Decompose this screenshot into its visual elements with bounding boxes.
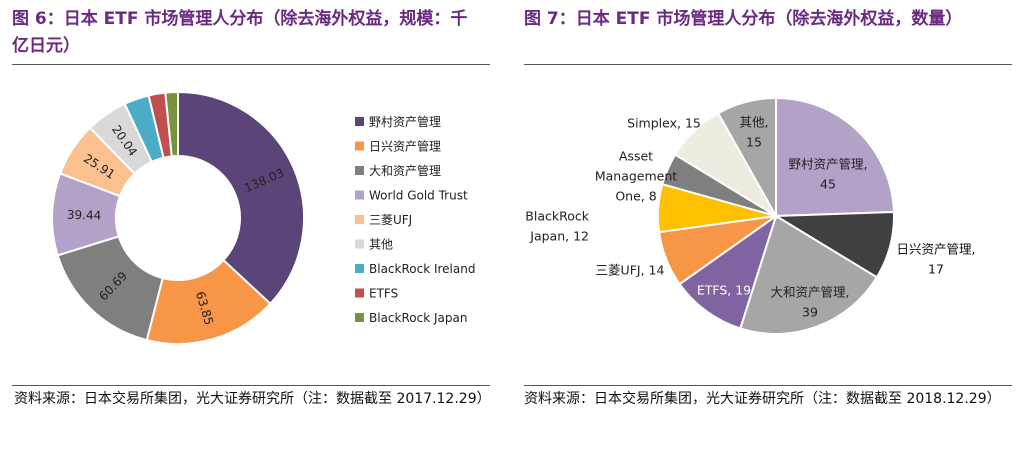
legend-label: 日兴资产管理 bbox=[369, 139, 441, 154]
legend-swatch bbox=[355, 313, 364, 322]
donut-slice-1 bbox=[177, 90, 305, 306]
left-bottom-rule bbox=[12, 385, 490, 386]
donut-value-label: 39.44 bbox=[67, 208, 102, 223]
right-panel: 图 7：日本 ETF 市场管理人分布（除去海外权益，数量） 野村资产管理, 45 日… bbox=[516, 0, 1024, 453]
donut-slice-9 bbox=[164, 90, 179, 158]
left-top-rule bbox=[12, 64, 490, 65]
legend-label: 大和资产管理 bbox=[369, 163, 441, 178]
pie-slice-label: 野村资产管理, bbox=[789, 157, 868, 172]
legend-label: 其他 bbox=[369, 238, 393, 252]
pie-slice-label: ETFS, 19 bbox=[697, 283, 751, 298]
left-panel: 图 6：日本 ETF 市场管理人分布（除去海外权益，规模：千亿日元） 138.0… bbox=[0, 0, 500, 453]
pie-slice-1 bbox=[775, 96, 895, 218]
right-top-rule bbox=[524, 64, 1012, 65]
left-source-note: 资料来源：日本交易所集团，光大证券研究所（注：数据截至 2017.12.29） bbox=[14, 391, 491, 407]
pie-slice-label: Management bbox=[595, 169, 677, 184]
legend-label: 野村资产管理 bbox=[369, 114, 441, 129]
pie-slice-9 bbox=[716, 96, 777, 220]
legend-swatch bbox=[355, 141, 364, 151]
pie-slice-label: Asset bbox=[619, 149, 653, 164]
pie-slice-label: 17 bbox=[928, 262, 944, 277]
left-donut-chart: 138.0363.8560.6939.4425.9120.04野村资产管理日兴资… bbox=[51, 90, 475, 345]
legend-label: BlackRock Japan bbox=[369, 311, 467, 325]
left-figure-title: 图 6：日本 ETF 市场管理人分布（除去海外权益，规模：千亿日元） bbox=[12, 9, 468, 56]
legend-label: BlackRock Ireland bbox=[369, 262, 475, 276]
legend-swatch bbox=[355, 264, 364, 273]
legend-label: World Gold Trust bbox=[369, 189, 468, 203]
pie-slice-label: Japan, 12 bbox=[529, 229, 589, 244]
pie-slice-label: 39 bbox=[802, 305, 818, 320]
pie-slice-label: 45 bbox=[820, 177, 836, 192]
pie-slice-label: 三菱UFJ, 14 bbox=[596, 263, 665, 278]
pie-slice-label: 日兴资产管理, bbox=[897, 242, 976, 257]
pie-slice-3 bbox=[739, 214, 879, 335]
right-figure-title: 图 7：日本 ETF 市场管理人分布（除去海外权益，数量） bbox=[524, 9, 963, 29]
legend-label: 三菱UFJ bbox=[369, 213, 412, 227]
legend-swatch bbox=[355, 288, 364, 298]
right-bottom-rule bbox=[524, 385, 1012, 386]
pie-slice-label: 其他, bbox=[740, 115, 769, 130]
legend-swatch bbox=[355, 239, 364, 249]
right-pie-chart: 野村资产管理, 45 日兴资产管理, 17 大和资产管理, 39 ETFS, 19 三菱UFJ… bbox=[525, 96, 976, 335]
legend-label: ETFS bbox=[369, 287, 398, 301]
pie-slice-4 bbox=[678, 213, 778, 330]
legend-swatch bbox=[355, 166, 364, 175]
pie-slice-label: 15 bbox=[746, 135, 762, 150]
pie-slice-label: BlackRock bbox=[525, 209, 589, 224]
pie-slice-label: One, 8 bbox=[615, 189, 656, 204]
legend-swatch bbox=[355, 215, 364, 224]
legend-swatch bbox=[355, 190, 364, 200]
right-source-note: 资料来源：日本交易所集团，光大证券研究所（注：数据截至 2018.12.29） bbox=[524, 391, 1001, 407]
pie-slice-label: Simplex, 15 bbox=[627, 116, 701, 131]
pie-slice-label: 大和资产管理, bbox=[771, 285, 850, 300]
legend-swatch bbox=[355, 117, 364, 126]
